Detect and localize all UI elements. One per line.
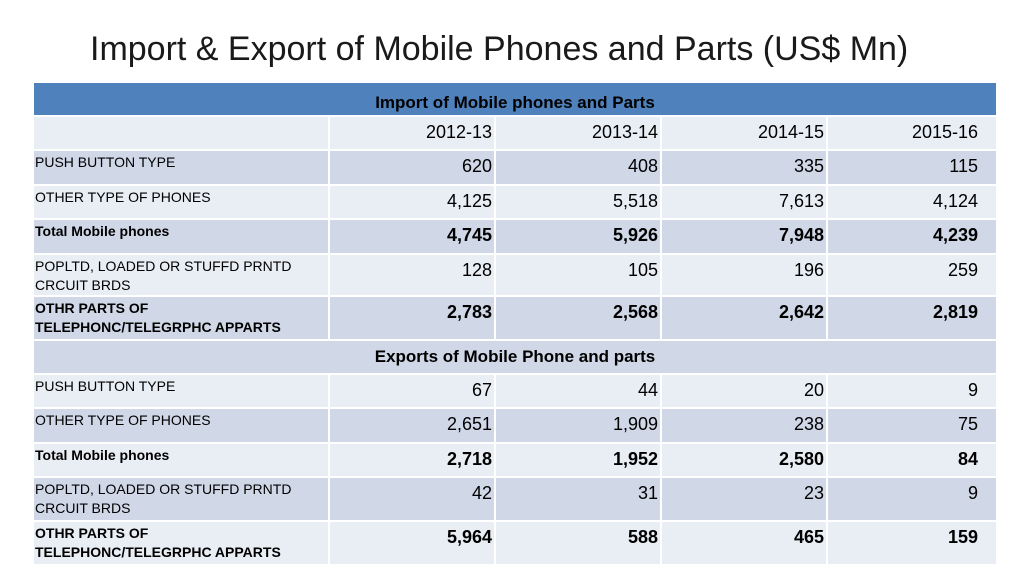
year-2012-13: 2012-13 bbox=[330, 117, 496, 149]
export-section-header: Exports of Mobile Phone and parts bbox=[34, 341, 996, 375]
value-cell: 4,124 bbox=[932, 191, 978, 211]
year-2013-14: 2013-14 bbox=[496, 117, 662, 149]
trade-table: Import of Mobile phones and Parts 2012-1… bbox=[34, 83, 996, 566]
value-cell: 9 bbox=[967, 380, 978, 400]
row-label: POPLTD, LOADED OR STUFFD PRNTD CRCUIT BR… bbox=[34, 478, 330, 520]
value-cell: 2,568 bbox=[496, 297, 662, 339]
row-label: OTHR PARTS OF TELEPHONC/TELEGRPHC APPART… bbox=[34, 522, 330, 564]
import-rows: PUSH BUTTON TYPE 620 408 335 115 OTHER TYPE O… bbox=[34, 151, 996, 341]
table-row: OTHER TYPE OF PHONES 4,125 5,518 7,613 4,124 bbox=[34, 186, 996, 220]
value-cell: 1,909 bbox=[496, 409, 662, 442]
export-section-title: Exports of Mobile Phone and parts bbox=[374, 347, 656, 366]
row-label: POPLTD, LOADED OR STUFFD PRNTD CRCUIT BR… bbox=[34, 255, 330, 295]
value-cell: 31 bbox=[496, 478, 662, 520]
table-row: Total Mobile phones 4,745 5,926 7,948 4,239 bbox=[34, 220, 996, 255]
value-cell: 44 bbox=[496, 375, 662, 407]
value-cell: 1,952 bbox=[496, 444, 662, 476]
row-label: OTHER TYPE OF PHONES bbox=[34, 409, 330, 442]
value-cell: 23 bbox=[662, 478, 828, 520]
value-cell: 159 bbox=[947, 527, 978, 547]
table-row: POPLTD, LOADED OR STUFFD PRNTD CRCUIT BR… bbox=[34, 255, 996, 297]
row-label: OTHER TYPE OF PHONES bbox=[34, 186, 330, 218]
value-cell: 67 bbox=[330, 375, 496, 407]
table-row: OTHER TYPE OF PHONES 2,651 1,909 238 75 bbox=[34, 409, 996, 444]
value-cell: 465 bbox=[662, 522, 828, 564]
value-cell: 335 bbox=[662, 151, 828, 184]
import-section-header: Import of Mobile phones and Parts bbox=[34, 83, 996, 117]
import-section-title: Import of Mobile phones and Parts bbox=[375, 93, 655, 112]
table-row: PUSH BUTTON TYPE 620 408 335 115 bbox=[34, 151, 996, 186]
value-cell: 7,613 bbox=[662, 186, 828, 218]
value-cell: 4,239 bbox=[932, 225, 978, 245]
value-cell: 20 bbox=[662, 375, 828, 407]
row-label: Total Mobile phones bbox=[34, 220, 330, 253]
value-cell: 84 bbox=[957, 449, 978, 469]
value-cell: 2,819 bbox=[932, 302, 978, 322]
value-cell: 4,125 bbox=[330, 186, 496, 218]
row-label: OTHR PARTS OF TELEPHONC/TELEGRPHC APPART… bbox=[34, 297, 330, 339]
value-cell: 5,926 bbox=[496, 220, 662, 253]
year-2014-15: 2014-15 bbox=[662, 117, 828, 149]
value-cell: 4,745 bbox=[330, 220, 496, 253]
row-label: Total Mobile phones bbox=[34, 444, 330, 476]
value-cell: 588 bbox=[496, 522, 662, 564]
value-cell: 42 bbox=[330, 478, 496, 520]
value-cell: 115 bbox=[949, 156, 978, 176]
value-cell: 2,580 bbox=[662, 444, 828, 476]
year-header-row: 2012-13 2013-14 2014-15 2015-16 bbox=[34, 117, 996, 151]
value-cell: 75 bbox=[957, 414, 978, 434]
value-cell: 2,783 bbox=[330, 297, 496, 339]
value-cell: 259 bbox=[947, 260, 978, 280]
value-cell: 5,964 bbox=[330, 522, 496, 564]
value-cell: 2,651 bbox=[330, 409, 496, 442]
value-cell: 408 bbox=[496, 151, 662, 184]
value-cell: 5,518 bbox=[496, 186, 662, 218]
value-cell: 238 bbox=[662, 409, 828, 442]
value-cell: 7,948 bbox=[662, 220, 828, 253]
export-rows: PUSH BUTTON TYPE 67 44 20 9 OTHER TYPE OF PHO… bbox=[34, 375, 996, 566]
table-row: OTHR PARTS OF TELEPHONC/TELEGRPHC APPART… bbox=[34, 522, 996, 566]
year-2015-16: 2015-16 bbox=[911, 122, 978, 142]
table-row: PUSH BUTTON TYPE 67 44 20 9 bbox=[34, 375, 996, 409]
value-cell: 2,718 bbox=[330, 444, 496, 476]
value-cell: 105 bbox=[496, 255, 662, 295]
table-row: POPLTD, LOADED OR STUFFD PRNTD CRCUIT BR… bbox=[34, 478, 996, 522]
value-cell: 128 bbox=[330, 255, 496, 295]
table-row: OTHR PARTS OF TELEPHONC/TELEGRPHC APPART… bbox=[34, 297, 996, 341]
row-label bbox=[34, 117, 330, 149]
value-cell: 620 bbox=[330, 151, 496, 184]
value-cell: 196 bbox=[662, 255, 828, 295]
row-label: PUSH BUTTON TYPE bbox=[34, 151, 330, 184]
row-label: PUSH BUTTON TYPE bbox=[34, 375, 330, 407]
value-cell: 2,642 bbox=[662, 297, 828, 339]
table-row: Total Mobile phones 2,718 1,952 2,580 84 bbox=[34, 444, 996, 478]
page-title: Import & Export of Mobile Phones and Par… bbox=[90, 30, 909, 68]
value-cell: 9 bbox=[967, 483, 978, 503]
